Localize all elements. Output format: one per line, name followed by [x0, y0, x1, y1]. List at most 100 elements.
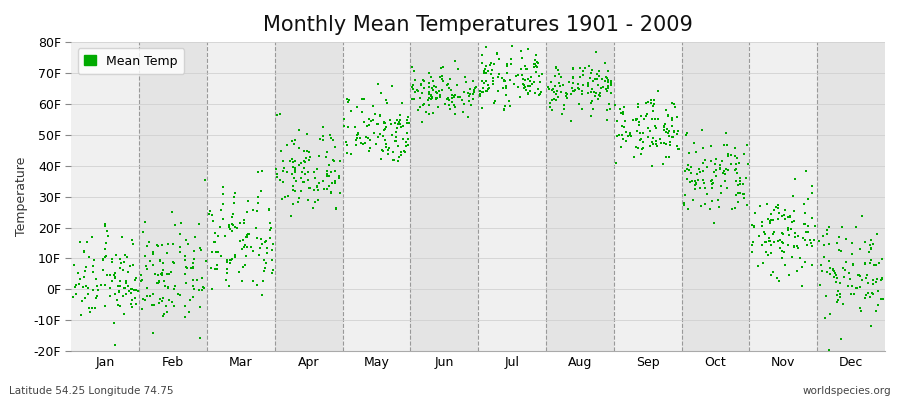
Point [366, 116, 381, 123]
Point [874, 276, 888, 283]
Point [379, 97, 393, 104]
Point [228, 254, 242, 260]
Point [585, 67, 599, 73]
Point [553, 83, 567, 89]
Point [508, 72, 523, 79]
Point [861, 249, 876, 255]
Point [834, 336, 849, 342]
Point [646, 135, 661, 142]
Point [631, 101, 645, 107]
Point [435, 75, 449, 82]
Point [287, 167, 302, 173]
Point [797, 220, 812, 227]
Point [440, 96, 454, 102]
Point [88, 295, 103, 301]
Point [694, 202, 708, 209]
Point [617, 104, 632, 110]
Bar [546, 42, 614, 351]
Point [785, 219, 799, 226]
Point [662, 133, 676, 139]
Point [815, 233, 830, 240]
Point [177, 314, 192, 320]
Point [85, 305, 99, 312]
Point [752, 202, 767, 209]
Point [385, 149, 400, 155]
Point [108, 291, 122, 297]
Point [312, 180, 327, 186]
Point [596, 84, 610, 90]
Point [872, 260, 886, 266]
Point [791, 245, 806, 252]
Point [98, 254, 112, 260]
Point [322, 172, 337, 179]
Point [422, 70, 436, 76]
Point [229, 252, 243, 258]
Point [656, 161, 670, 167]
Point [500, 70, 514, 76]
Point [280, 142, 294, 148]
Point [713, 166, 727, 172]
Point [497, 78, 511, 84]
Point [291, 199, 305, 205]
Point [514, 66, 528, 72]
Point [771, 216, 786, 222]
Point [220, 259, 234, 265]
Point [641, 99, 655, 106]
Point [264, 224, 278, 231]
Point [830, 292, 844, 298]
Point [770, 202, 785, 208]
Point [407, 96, 421, 102]
Point [426, 87, 440, 93]
Point [225, 256, 239, 262]
Point [616, 111, 630, 117]
Point [681, 150, 696, 156]
Point [797, 221, 812, 227]
Point [770, 275, 784, 282]
Point [665, 115, 680, 122]
Point [713, 165, 727, 171]
Point [869, 230, 884, 237]
Point [322, 162, 337, 168]
Point [80, 285, 94, 291]
Point [822, 224, 836, 230]
Point [678, 192, 692, 198]
Point [266, 270, 280, 276]
Point [446, 92, 461, 99]
Point [375, 146, 390, 153]
Bar [274, 42, 343, 351]
Point [719, 185, 733, 192]
Point [74, 312, 88, 318]
Point [224, 257, 238, 264]
Point [78, 295, 93, 302]
Point [643, 128, 657, 134]
Point [576, 68, 590, 74]
Point [598, 60, 612, 66]
Point [875, 256, 889, 262]
Point [623, 131, 637, 138]
Point [819, 292, 833, 299]
Point [381, 147, 395, 154]
Point [393, 112, 408, 118]
Point [721, 153, 735, 159]
Point [491, 73, 505, 80]
Point [194, 246, 208, 253]
Point [854, 308, 868, 314]
Point [300, 131, 314, 137]
Point [358, 140, 373, 146]
Point [266, 267, 280, 273]
Point [435, 86, 449, 93]
Point [155, 298, 169, 304]
Point [834, 248, 849, 254]
Point [529, 52, 544, 58]
Point [357, 96, 372, 102]
Point [194, 304, 208, 310]
Point [391, 143, 405, 150]
Point [94, 282, 109, 288]
Point [467, 86, 482, 93]
Point [353, 134, 367, 141]
Point [699, 164, 714, 170]
Point [324, 134, 338, 141]
Point [832, 247, 846, 254]
Point [286, 158, 301, 165]
Point [601, 79, 616, 85]
